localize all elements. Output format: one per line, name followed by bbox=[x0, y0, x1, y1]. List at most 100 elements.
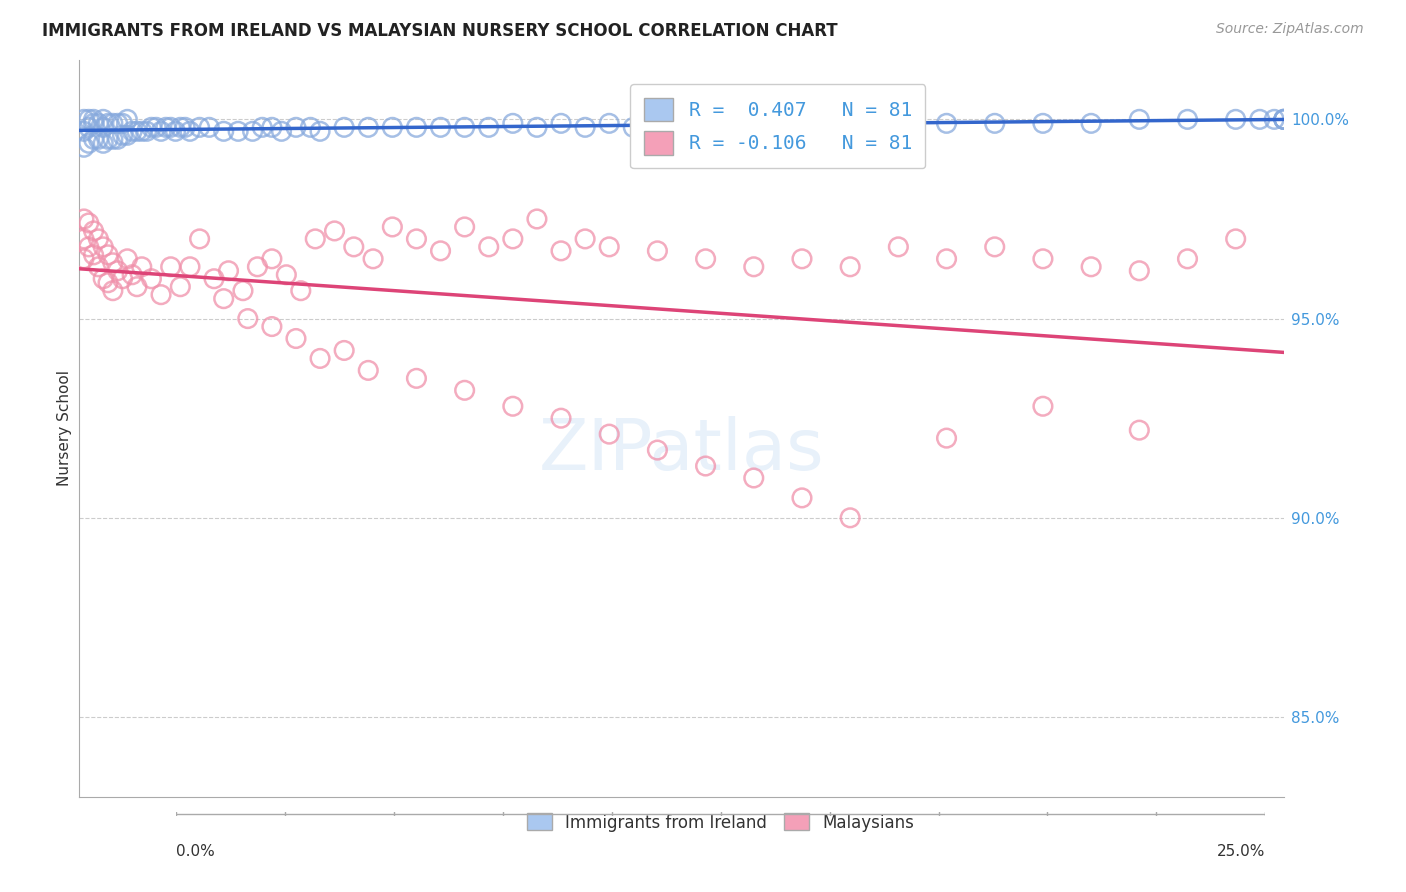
Point bbox=[1177, 112, 1199, 127]
Point bbox=[159, 120, 181, 135]
Point bbox=[131, 260, 153, 274]
Legend: R =  0.407   N = 81, R = -0.106   N = 81: R = 0.407 N = 81, R = -0.106 N = 81 bbox=[630, 84, 925, 169]
Point bbox=[91, 271, 114, 285]
Point bbox=[212, 124, 235, 138]
Point bbox=[405, 371, 427, 385]
Point bbox=[285, 120, 308, 135]
Legend: Immigrants from Ireland, Malaysians: Immigrants from Ireland, Malaysians bbox=[520, 806, 921, 838]
Point bbox=[361, 252, 384, 266]
Point bbox=[135, 124, 157, 138]
Point bbox=[83, 224, 105, 238]
Point bbox=[260, 120, 283, 135]
Point bbox=[478, 120, 501, 135]
Point bbox=[77, 120, 100, 135]
Point bbox=[77, 216, 100, 230]
Point bbox=[73, 124, 96, 138]
Point bbox=[83, 248, 105, 262]
Point bbox=[742, 471, 765, 485]
Point bbox=[131, 124, 153, 138]
Point bbox=[77, 136, 100, 151]
Point bbox=[290, 284, 312, 298]
Point bbox=[97, 116, 120, 130]
Point bbox=[574, 232, 596, 246]
Point bbox=[1272, 112, 1295, 127]
Point bbox=[270, 124, 292, 138]
Point bbox=[202, 271, 225, 285]
Point bbox=[381, 219, 404, 234]
Point bbox=[502, 399, 524, 413]
Point bbox=[107, 132, 129, 146]
Point bbox=[695, 458, 717, 473]
Point bbox=[97, 132, 120, 146]
Point bbox=[111, 116, 134, 130]
Point bbox=[121, 268, 143, 282]
Text: ZIPatlas: ZIPatlas bbox=[538, 416, 824, 484]
Point bbox=[453, 120, 475, 135]
Point bbox=[381, 120, 404, 135]
Point bbox=[935, 116, 957, 130]
Point bbox=[299, 120, 322, 135]
Point bbox=[145, 120, 167, 135]
Point bbox=[405, 120, 427, 135]
Point bbox=[1128, 423, 1150, 437]
Point bbox=[429, 244, 451, 258]
Point bbox=[101, 256, 124, 270]
Point bbox=[73, 252, 96, 266]
Point bbox=[236, 311, 259, 326]
Point bbox=[502, 116, 524, 130]
Point bbox=[526, 120, 548, 135]
Point bbox=[260, 319, 283, 334]
Point bbox=[155, 120, 177, 135]
Point bbox=[1177, 252, 1199, 266]
Point bbox=[285, 331, 308, 345]
Point bbox=[1080, 116, 1102, 130]
Point bbox=[125, 124, 148, 138]
Point bbox=[107, 264, 129, 278]
Point bbox=[1272, 112, 1295, 127]
Point bbox=[983, 240, 1005, 254]
Point bbox=[276, 268, 298, 282]
Point bbox=[169, 279, 191, 293]
Point bbox=[150, 287, 173, 301]
Point bbox=[73, 140, 96, 154]
Point bbox=[647, 443, 669, 458]
Point bbox=[73, 112, 96, 127]
Point bbox=[169, 120, 191, 135]
Point bbox=[887, 116, 910, 130]
Point bbox=[429, 120, 451, 135]
Point bbox=[246, 260, 269, 274]
Point bbox=[117, 112, 139, 127]
Point bbox=[83, 116, 105, 130]
Point bbox=[125, 279, 148, 293]
Point bbox=[91, 112, 114, 127]
Point bbox=[405, 232, 427, 246]
Point bbox=[212, 292, 235, 306]
Point bbox=[1272, 112, 1295, 127]
Point bbox=[77, 112, 100, 127]
Point bbox=[150, 124, 173, 138]
Point bbox=[742, 116, 765, 130]
Point bbox=[188, 120, 211, 135]
Point bbox=[671, 120, 693, 135]
Point bbox=[526, 211, 548, 226]
Point bbox=[91, 120, 114, 135]
Point bbox=[121, 124, 143, 138]
Point bbox=[309, 351, 332, 366]
Point bbox=[1225, 112, 1247, 127]
Point bbox=[107, 116, 129, 130]
Point bbox=[574, 120, 596, 135]
Point bbox=[165, 124, 187, 138]
Point bbox=[598, 116, 620, 130]
Point bbox=[323, 224, 346, 238]
Point bbox=[1128, 112, 1150, 127]
Point bbox=[111, 271, 134, 285]
Point bbox=[198, 120, 221, 135]
Point bbox=[101, 116, 124, 130]
Point bbox=[174, 120, 197, 135]
Point bbox=[502, 232, 524, 246]
Point bbox=[97, 276, 120, 290]
Point bbox=[1225, 232, 1247, 246]
Point bbox=[73, 232, 96, 246]
Point bbox=[598, 240, 620, 254]
Point bbox=[790, 252, 813, 266]
